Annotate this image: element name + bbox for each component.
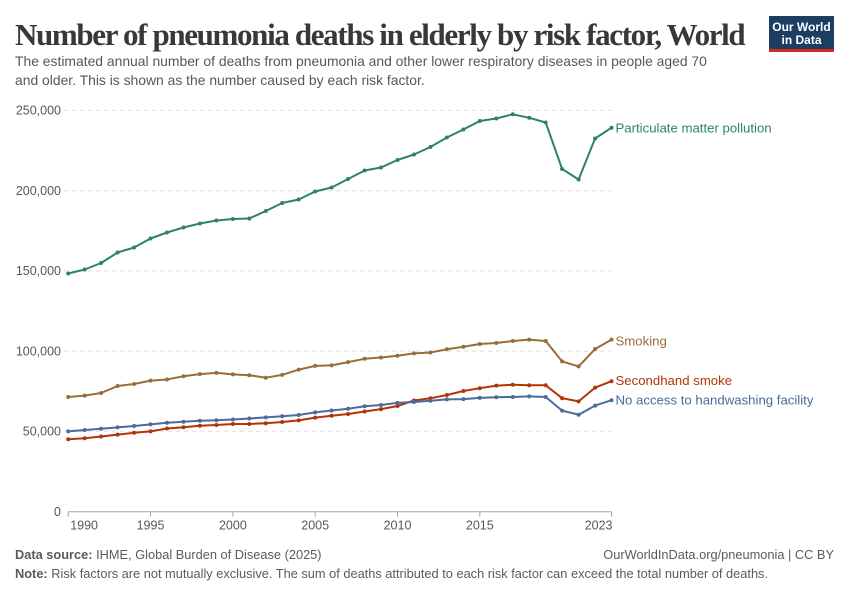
svg-text:0: 0 xyxy=(54,505,61,519)
svg-text:Particulate matter pollution: Particulate matter pollution xyxy=(616,120,772,135)
svg-text:No access to handwashing facil: No access to handwashing facility xyxy=(616,393,814,408)
svg-text:2000: 2000 xyxy=(219,519,247,533)
svg-text:150,000: 150,000 xyxy=(16,264,61,278)
svg-text:2005: 2005 xyxy=(301,519,329,533)
svg-text:100,000: 100,000 xyxy=(16,344,61,358)
svg-text:Smoking: Smoking xyxy=(616,333,667,348)
svg-text:250,000: 250,000 xyxy=(16,104,61,118)
svg-text:1990: 1990 xyxy=(70,519,98,533)
svg-text:2010: 2010 xyxy=(384,519,412,533)
svg-text:2023: 2023 xyxy=(585,519,613,533)
svg-text:50,000: 50,000 xyxy=(23,425,61,439)
svg-text:200,000: 200,000 xyxy=(16,184,61,198)
svg-text:2015: 2015 xyxy=(466,519,494,533)
svg-text:1995: 1995 xyxy=(137,519,165,533)
svg-text:Secondhand smoke: Secondhand smoke xyxy=(616,373,733,388)
